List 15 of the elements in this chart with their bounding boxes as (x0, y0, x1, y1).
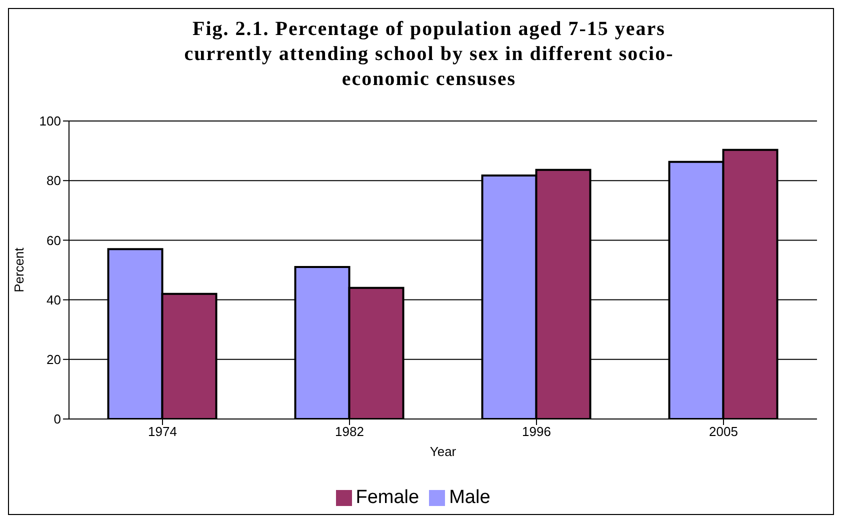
y-tick-label: 100 (39, 114, 61, 129)
y-tick-label: 60 (46, 232, 61, 248)
legend-label: Male (449, 487, 490, 508)
y-tick-label: 80 (46, 173, 61, 188)
x-tick-label: 1982 (335, 424, 364, 440)
x-tick-label: 1996 (522, 424, 551, 440)
x-axis-title: Year (430, 444, 457, 460)
x-tick-label: 2005 (709, 424, 738, 440)
legend-label: Female (356, 487, 420, 508)
y-tick-label: 40 (46, 292, 61, 308)
y-tick-label: 20 (46, 352, 61, 368)
chart-title: Fig. 2.1. Percentage of population aged 7-15 years currently attending school by sex in different socio-economic censuses (183, 17, 675, 92)
y-axis-title: Percent (12, 247, 27, 292)
x-tick-label: 1974 (148, 424, 177, 440)
y-tick-label: 0 (54, 412, 61, 427)
